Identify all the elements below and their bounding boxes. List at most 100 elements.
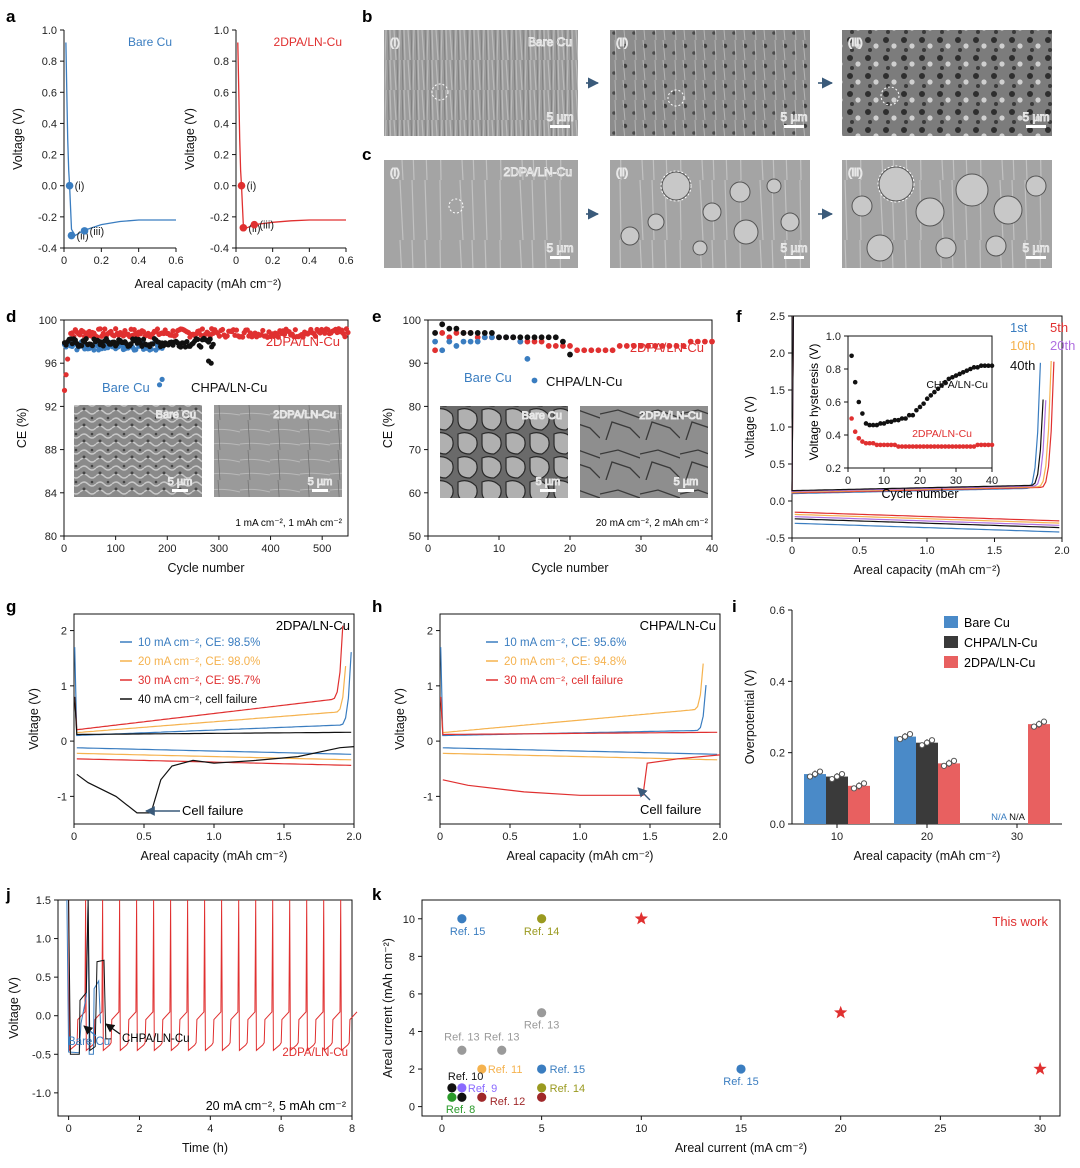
panel-c-micrographs: (i) (ii) (iii) 2DPA/LN-Cu 5 µm 5 µm 5 µm [384,160,1052,268]
replicate-point [906,731,914,738]
inset-point [852,379,858,385]
x-tick-label: 0 [71,831,77,843]
data-point [170,328,176,334]
scale-bar [678,489,694,492]
data-point [460,330,467,336]
y-tick-label: 88 [45,445,57,457]
highlight-circle [448,198,464,214]
y-tick-label: 0.0 [214,181,229,193]
data-point [631,343,637,349]
data-point [531,334,538,341]
inset-point [989,442,995,448]
discharge-curve [794,513,1060,524]
y-tick-label: 0.5 [770,459,785,471]
y-tick-label: 0 [61,736,67,748]
y-tick-label: 1 [61,681,67,693]
sem-image-b-ii [610,30,810,136]
y-tick-label: 0 [409,1102,415,1114]
y-axis-label: Overpotential (V) [743,670,757,764]
y-tick-label: 0.6 [42,87,57,99]
panel-b-micrographs: (i) (ii) (iii) Bare Cu 5 µm 5 µm 5 µm [384,30,1052,136]
series-label: Bare Cu [102,380,150,395]
data-point [567,351,573,358]
inset-point [899,444,905,449]
inset-point [870,440,876,446]
sem-sample-label: 2DPA/LN-Cu [504,165,572,179]
data-point [432,347,438,354]
legend-label: 10 mA cm⁻², CE: 95.6% [504,637,626,649]
replicate-point [1030,723,1038,730]
inset-point [863,440,869,446]
y-tick-label: 80 [45,531,57,543]
reference-point [457,914,467,924]
data-point [552,343,559,349]
panel-d-plot: Bare Cu 2DPA/LN-Cu 5 µm 5 µm 1 mA cm⁻², … [15,315,351,575]
x-axis-label: Areal capacity (mAh cm⁻²) [854,563,1001,577]
discharge-curve [794,518,1060,529]
scale-bar-label: 5 µm [308,476,333,488]
data-point [195,336,201,343]
inset-point [946,376,952,382]
data-point [489,334,495,341]
x-axis-label: Areal capacity (mAh cm⁻²) [141,849,288,863]
legend-swatch [944,616,958,628]
replicate-point [950,757,958,764]
inset-point [935,386,941,392]
scale-bar-label: 5 µm [1023,110,1050,124]
voltage-curve [237,42,346,229]
data-point [216,333,223,339]
data-point [560,343,566,349]
inset-point [914,444,919,449]
inset-point [921,444,926,449]
reference-label: Ref. 8 [446,1104,475,1116]
curve-label: 2DPA/LN-Cu [274,35,342,49]
charge-curve [791,315,1055,494]
highlight-circle [880,86,900,106]
marker-point [239,223,248,232]
x-tick-label: 400 [261,543,279,555]
x-axis-label: Cycle number [167,561,244,575]
y-tick-label: -0.5 [32,1049,51,1061]
x-tick-label: 0 [845,475,851,487]
legend-label: 10 mA cm⁻², CE: 98.5% [138,637,260,649]
inset-point [946,444,952,449]
inset-point [971,444,977,449]
scale-bar [1026,125,1046,128]
inset-label: 2DPA/LN-Cu [639,410,702,422]
data-point [538,338,545,345]
data-point [91,347,97,353]
panel-letter-h: h [372,597,382,616]
y-tick-label: 4 [409,1026,415,1038]
y-tick-label: -0.2 [210,212,229,224]
data-point [140,329,147,335]
inset-point [860,411,865,416]
data-point [178,344,184,350]
inset-point [928,444,934,449]
inset-point [906,444,912,449]
legend-label: 20th [1050,338,1075,353]
data-point [342,334,348,340]
legend-label: CHPA/LN-Cu [964,636,1037,650]
inset-point [978,442,984,448]
data-point [616,343,623,349]
annotation-arrow [105,1023,121,1035]
panel-a-xlabel: Areal capacity (mAh cm⁻²) [135,277,282,291]
y-tick-label: 0.0 [770,819,785,831]
data-point [517,334,524,341]
y-tick-label: -0.5 [766,533,785,545]
panel-letter-j: j [5,885,11,904]
reference-label: Ref. 13 [484,1031,519,1043]
panel-letter-f: f [736,307,742,326]
reference-label: Ref. 14 [550,1083,585,1095]
bar [1028,724,1050,824]
panel-letter-d: d [6,307,16,326]
y-tick-label: -1 [423,791,433,803]
data-point [545,334,552,341]
sem-sample-label: Bare Cu [528,35,572,49]
y-tick-label: 2 [427,626,433,638]
series-label: 2DPA/LN-Cu [282,1047,348,1059]
y-axis-label: Areal current (mAh cm⁻²) [381,938,395,1078]
x-tick-label: 40 [706,543,718,555]
x-tick-label: 20 [921,831,933,843]
y-axis-label: Voltage (V) [27,688,41,750]
